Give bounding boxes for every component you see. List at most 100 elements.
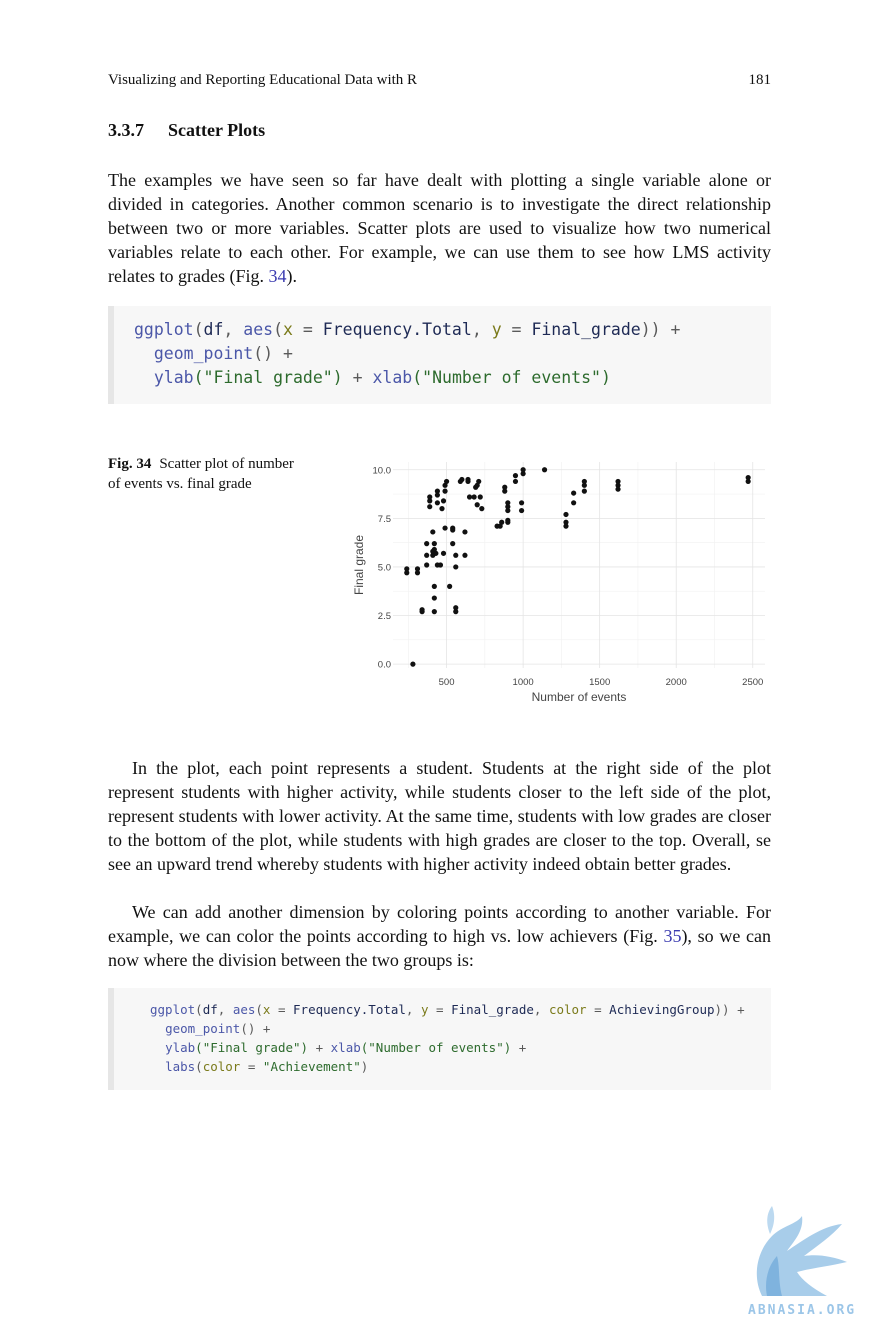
figure-link-34[interactable]: 34: [268, 266, 287, 286]
x-tick-label: 2000: [666, 677, 687, 688]
watermark-text: ABNASIA.ORG: [748, 1303, 857, 1318]
data-point: [431, 583, 437, 589]
paragraph-tail: ).: [286, 266, 297, 286]
paragraph-text: We can add another dimension by coloring…: [108, 902, 771, 946]
code-line-4: labs(color = "Achievement"): [165, 1059, 369, 1074]
x-tick-label: 1000: [513, 677, 534, 688]
data-point: [414, 570, 421, 576]
data-point: [440, 550, 447, 556]
data-point: [571, 500, 577, 506]
dragon-logo-icon: [756, 1206, 847, 1296]
data-point: [615, 478, 621, 485]
section-number: 3.3.7: [108, 120, 144, 140]
data-point: [459, 476, 465, 483]
figure-link-35[interactable]: 35: [663, 926, 682, 946]
data-point: [745, 474, 751, 481]
data-point: [466, 494, 473, 500]
data-point: [462, 552, 468, 558]
y-tick-label: 7.5: [378, 514, 391, 525]
data-point: [520, 471, 526, 477]
data-point: [476, 478, 482, 485]
data-point: [477, 494, 483, 500]
data-point: [505, 504, 511, 510]
data-point: [745, 478, 751, 485]
code-line-1: ggplot(df, aes(x = Frequency.Total, y = …: [150, 1002, 745, 1017]
paragraph-interpretation: In the plot, each point represents a stu…: [108, 756, 771, 876]
data-point: [442, 525, 448, 531]
data-point: [471, 494, 477, 500]
data-point: [439, 506, 445, 512]
data-point: [404, 566, 410, 572]
data-point: [424, 552, 430, 558]
running-title: Visualizing and Reporting Educational Da…: [108, 72, 418, 88]
paragraph-tail: ), so we can now where the division betw…: [108, 926, 771, 970]
paragraph-intro: The examples we have seen so far have de…: [108, 168, 771, 288]
y-tick-label: 5.0: [378, 562, 391, 573]
data-point: [424, 541, 430, 547]
y-axis-title: Final grade: [352, 535, 366, 595]
data-point: [479, 506, 485, 512]
code-block-colored: ggplot(df, aes(x = Frequency.Total, y = …: [108, 988, 771, 1090]
data-point: [443, 478, 450, 485]
data-point: [462, 529, 468, 535]
data-point: [433, 550, 439, 556]
data-point: [437, 562, 444, 568]
data-point: [427, 494, 433, 500]
data-point: [431, 609, 437, 615]
data-point: [431, 541, 437, 547]
data-point: [563, 519, 569, 525]
data-point: [512, 473, 519, 479]
running-header: Visualizing and Reporting Educational Da…: [108, 72, 771, 89]
paragraph-text: The examples we have seen so far have de…: [108, 170, 771, 286]
data-point: [474, 502, 480, 508]
x-tick-label: 1500: [589, 677, 610, 688]
data-point: [581, 488, 587, 494]
data-point: [505, 500, 511, 506]
data-point: [453, 609, 459, 615]
data-point: [442, 488, 448, 494]
data-point: [450, 527, 456, 533]
data-point: [520, 467, 526, 473]
data-point: [465, 476, 471, 483]
y-tick-label: 2.5: [378, 611, 391, 622]
paragraph-text: In the plot, each point represents a stu…: [108, 758, 771, 874]
data-point: [512, 478, 519, 485]
data-point: [431, 595, 437, 601]
data-point: [434, 500, 440, 506]
data-point: [453, 564, 459, 570]
code-block-basic: ggplot(df, aes(x = Frequency.Total, y = …: [108, 306, 771, 404]
data-point: [581, 478, 587, 485]
code-line-1: ggplot(df, aes(x = Frequency.Total, y = …: [134, 320, 681, 339]
data-point: [410, 661, 416, 667]
x-tick-label: 2500: [742, 677, 763, 688]
data-point: [414, 566, 421, 572]
scatter-plot: 500 1000 1500 2000 2500 0.0 2.5 5.0 7.5 10.0 Numbe…: [352, 462, 765, 704]
data-point: [541, 467, 548, 473]
data-point: [518, 500, 525, 506]
data-point: [419, 609, 425, 615]
figure-caption-text: Scatter plot of number of events vs. fin…: [108, 456, 294, 492]
data-point: [505, 507, 511, 514]
data-point: [505, 517, 511, 523]
data-point: [563, 523, 569, 529]
data-point: [427, 498, 433, 504]
data-point: [571, 490, 577, 496]
figure-caption: Fig. 34 Scatter plot of number of events …: [108, 454, 298, 494]
data-point: [450, 541, 456, 547]
section-heading: 3.3.7 Scatter Plots: [108, 120, 265, 141]
figure-label: Fig. 34: [108, 456, 152, 472]
page-number: 181: [748, 72, 772, 88]
data-point: [404, 570, 410, 576]
y-tick-label: 10.0: [373, 465, 392, 476]
data-point: [502, 488, 508, 494]
data-point: [563, 511, 569, 518]
code-line-2: geom_point() +: [153, 344, 293, 363]
code-line-2: geom_point() +: [165, 1021, 271, 1036]
data-point: [499, 519, 505, 525]
x-tick-label: 500: [439, 677, 455, 688]
data-point: [615, 486, 621, 492]
paragraph-color: We can add another dimension by coloring…: [108, 900, 771, 972]
data-point: [615, 482, 621, 488]
data-point: [453, 605, 459, 611]
section-title: Scatter Plots: [168, 120, 266, 140]
